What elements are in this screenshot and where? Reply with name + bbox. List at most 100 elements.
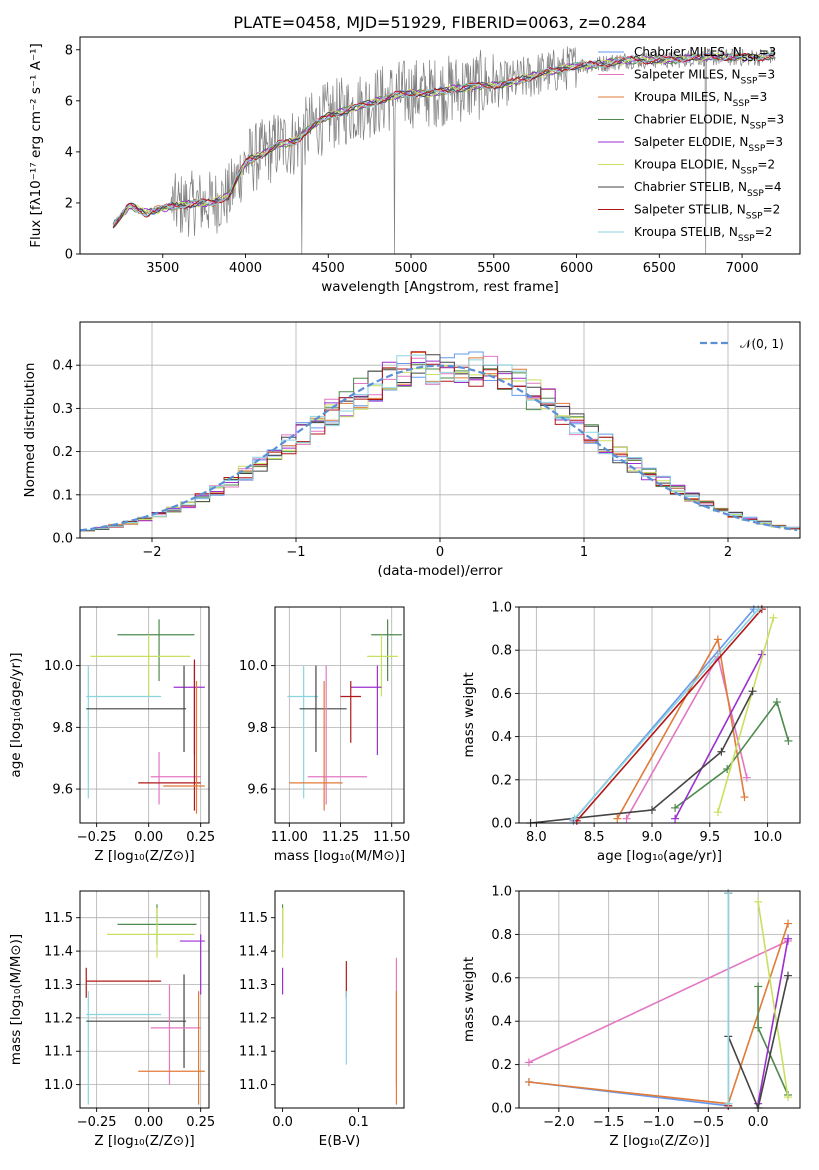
y-tick-label: 11.4: [239, 945, 268, 960]
legend-label-suffix: =2: [757, 158, 775, 172]
x-tick-label: 9.5: [699, 830, 720, 845]
legend-label-name: Chabrier ELODIE, N: [634, 113, 750, 127]
x-tick-label: −1.5: [593, 1115, 625, 1130]
legend-label-sub: SSP: [742, 54, 759, 64]
model-line-8: [112, 51, 775, 226]
x-axis-label: age [log₁₀(age/yr)]: [597, 848, 722, 864]
x-axis-label: Z [log₁₀(Z/Z⊙)]: [94, 1133, 194, 1149]
x-tick-label: 9.0: [642, 830, 663, 845]
legend-label: Kroupa MILES, NSSP=3: [634, 90, 767, 109]
x-tick-label: −1: [286, 545, 305, 560]
y-tick-label: 1.0: [491, 601, 512, 616]
gaussian-curve: [80, 364, 798, 532]
x-tick-label: 0.1: [348, 1115, 369, 1130]
axes-frame: [79, 890, 210, 1109]
x-tick-label: 11.50: [373, 830, 410, 845]
x-tick-label: −2: [142, 545, 161, 560]
legend-label-suffix: =3: [750, 90, 768, 104]
x-tick-label: −0.5: [693, 1115, 725, 1130]
legend-label-sub: SSP: [741, 167, 758, 177]
histogram-step-8: [80, 354, 800, 538]
legend-label-name: Salpeter MILES, N: [634, 68, 741, 82]
y-tick-label: 0.6: [491, 687, 512, 702]
x-axis-label: (data-model)/error: [377, 563, 503, 579]
x-tick-label: 0: [436, 545, 444, 560]
residual-panel: −2 −1 0 1 2 0.0 0.1 0.2 0.3 0.4 (data-model)/error…: [22, 321, 801, 579]
legend-label-sub: SSP: [746, 212, 763, 222]
legend-label-suffix: =3: [766, 113, 784, 127]
y-tick-label: 0.2: [491, 773, 512, 788]
legend-label-sub: SSP: [748, 144, 765, 154]
axes-frame: [518, 606, 801, 824]
weight-line-6: [727, 975, 789, 1108]
y-tick-label: 0.8: [491, 644, 512, 659]
legend-label-name: Chabrier MILES, N: [634, 45, 742, 59]
x-tick-label: 0.00: [134, 1115, 163, 1130]
y-tick-label: 9.6: [52, 783, 73, 798]
axes-frame: [79, 321, 801, 539]
x-tick-label: 0.0: [272, 1115, 293, 1130]
mass-age-panel: 11.00 11.25 11.50 9.6 9.8 10.0 mass [log₁₀(M/M…: [239, 606, 410, 864]
y-axis-label: age [log₁₀(age/yr)]: [8, 652, 24, 777]
axes-frame: [518, 890, 801, 1109]
x-axis-label: mass [log₁₀(M/M⊙)]: [274, 848, 405, 864]
y-tick-label: 0.2: [491, 1058, 512, 1073]
x-tick-label: 5000: [394, 261, 427, 276]
weight-line-2: [616, 637, 746, 820]
y-tick-label: 6: [65, 94, 73, 109]
model-line-7: [112, 52, 775, 228]
weight-line-8: [573, 608, 760, 820]
z-weight-panel: −2.0 −1.5 −1.0 −0.5 0.0 0.0 0.2 0.4 0.6 0.8 1.0 Z […: [461, 885, 801, 1149]
legend-label-name: Chabrier STELIB, N: [634, 180, 747, 194]
legend-label-sub: SSP: [733, 99, 750, 109]
y-tick-label: 9.8: [247, 721, 268, 736]
axes-frame: [79, 36, 801, 255]
legend-label-suffix: =3: [757, 68, 775, 82]
x-tick-label: 4500: [312, 261, 345, 276]
y-tick-label: 0.0: [52, 532, 73, 547]
x-tick-label: 1: [580, 545, 588, 560]
x-tick-label: 10.0: [753, 830, 782, 845]
spectrum-title: PLATE=0458, MJD=51929, FIBERID=0063, z=0…: [233, 13, 646, 32]
weight-line-5: [757, 901, 789, 1098]
x-tick-label: 8.5: [584, 830, 605, 845]
legend-label-sub: SSP: [738, 234, 755, 244]
y-tick-label: 0.1: [52, 488, 73, 503]
x-tick-label: −1.0: [643, 1115, 675, 1130]
y-tick-label: 8: [65, 43, 73, 58]
y-tick-label: 11.2: [239, 1011, 268, 1026]
z-mass-panel: −0.25 0.00 0.25 11.0 11.1 11.2 11.3 11.4 11.5 Z […: [8, 890, 215, 1149]
x-tick-label: 0.25: [186, 830, 215, 845]
x-tick-label: 2: [724, 545, 732, 560]
ebv-mass-panel: 0.0 0.1 11.0 11.1 11.2 11.3 11.4 11.5 E(B-V): [239, 890, 405, 1149]
legend-label-suffix: =4: [764, 180, 782, 194]
y-tick-label: 10.0: [44, 659, 73, 674]
age-weight-panel: 8.0 8.5 9.0 9.5 10.0 0.0 0.2 0.4 0.6 0.8 1.0 age [l…: [461, 601, 801, 864]
x-tick-label: 11.25: [322, 830, 359, 845]
weight-line-4: [674, 654, 763, 820]
legend-label-name: Kroupa MILES, N: [634, 90, 733, 104]
x-tick-label: 8.0: [526, 830, 547, 845]
weight-line-7: [576, 608, 763, 822]
legend-label-name: Salpeter ELODIE, N: [634, 135, 748, 149]
legend-label-name: Salpeter STELIB, N: [634, 203, 746, 217]
legend-label: Chabrier ELODIE, NSSP=3: [634, 113, 784, 132]
y-axis-label: mass weight: [461, 672, 477, 757]
y-tick-label: 0.8: [491, 928, 512, 943]
x-tick-label: 3500: [146, 261, 179, 276]
x-tick-label: 0.00: [134, 830, 163, 845]
y-tick-label: 11.2: [44, 1011, 73, 1026]
x-axis-label: Z [log₁₀(Z/Z⊙)]: [94, 848, 194, 864]
y-tick-label: 0.6: [491, 971, 512, 986]
legend-label: Chabrier STELIB, NSSP=4: [634, 180, 782, 199]
model-line-4: [112, 52, 775, 226]
y-tick-label: 11.5: [239, 911, 268, 926]
y-tick-label: 0.4: [52, 359, 73, 374]
weight-line-5: [717, 617, 775, 813]
axes-frame: [274, 890, 405, 1109]
weight-line-6: [530, 690, 754, 823]
y-tick-label: 0: [65, 248, 73, 263]
legend-label-name: Kroupa STELIB, N: [634, 225, 738, 239]
x-axis-label: Z [log₁₀(Z/Z⊙)]: [609, 1133, 709, 1149]
